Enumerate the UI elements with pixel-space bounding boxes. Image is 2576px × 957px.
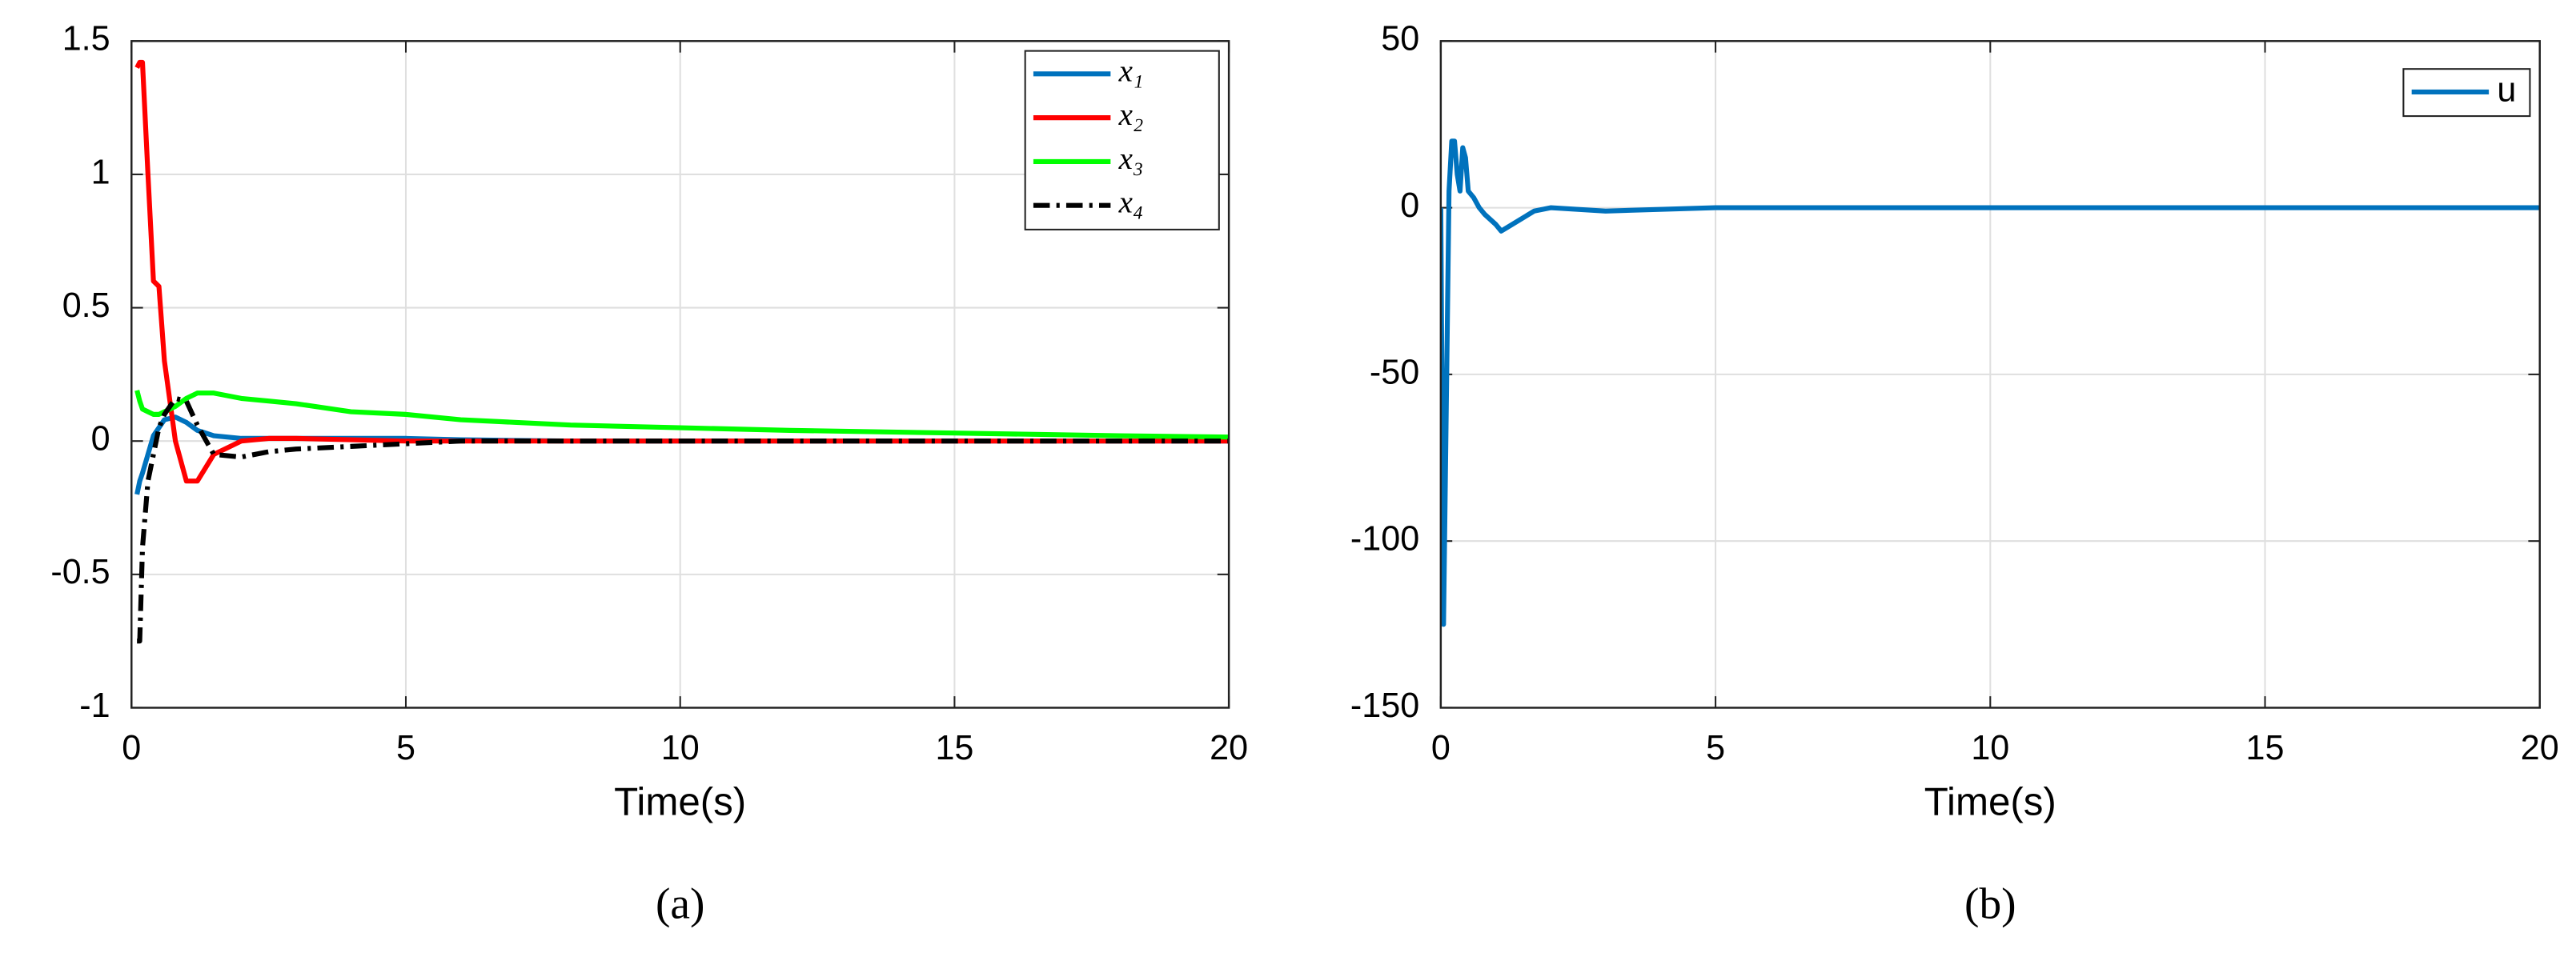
x-tick-label: 20: [2521, 729, 2559, 767]
chart: 0 5 10 15 20 -150 -100 -50 0 50 u Time(s) (b): [1350, 20, 2559, 928]
data-layer: [134, 59, 1230, 644]
data-line: [137, 395, 1230, 644]
y-tick-label: -50: [1370, 353, 1419, 391]
legend-label: x₃: [1118, 142, 1144, 176]
data-line: [1440, 138, 2540, 627]
y-tick-label: 0: [91, 420, 110, 458]
data-layer: [1440, 138, 2540, 627]
y-tick-label: -100: [1350, 520, 1419, 559]
x-tick-label: 5: [396, 729, 415, 767]
y-tick-label: 0: [1400, 186, 1419, 225]
x-tick-label: 10: [661, 729, 700, 767]
legend-label: x₁: [1118, 54, 1144, 88]
x-tick-label: 0: [1431, 729, 1451, 767]
axes-box: [130, 40, 1230, 709]
legend: x₁ x₂ x₃ x₄: [1024, 50, 1220, 230]
y-tick-label: 1: [91, 153, 110, 191]
caption: (a): [656, 879, 704, 928]
x-axis-title: Time(s): [1924, 780, 2056, 824]
legend: u: [2402, 68, 2531, 118]
x-tick-label: 10: [1971, 729, 2009, 767]
axes-box: [1439, 40, 2541, 709]
x-tick-label: 15: [2246, 729, 2285, 767]
x-axis-title: Time(s): [614, 780, 746, 824]
legend-label: u: [2497, 70, 2516, 109]
chart: 0 5 10 15 20 -1 -0.5 0 0.5 1 1.5 x₁ x₂ x₃ x₄ Time(s) (a): [50, 20, 1248, 928]
x-tick-label: 15: [935, 729, 973, 767]
caption: (b): [1964, 879, 2016, 928]
x-tick-label: 0: [122, 729, 141, 767]
y-tick-label: -150: [1350, 687, 1419, 725]
y-tick-label: 50: [1381, 20, 1419, 58]
y-tick-label: -0.5: [50, 553, 110, 591]
x-tick-label: 5: [1706, 729, 1725, 767]
y-tick-label: -1: [79, 687, 110, 725]
data-line: [134, 390, 1230, 440]
y-tick-label: 1.5: [62, 20, 110, 58]
legend-box: [1024, 50, 1220, 230]
x-tick-label: 20: [1210, 729, 1248, 767]
y-tick-label: 0.5: [62, 286, 110, 325]
legend-label: x₂: [1118, 98, 1144, 132]
legend-label: x₄: [1118, 186, 1144, 220]
